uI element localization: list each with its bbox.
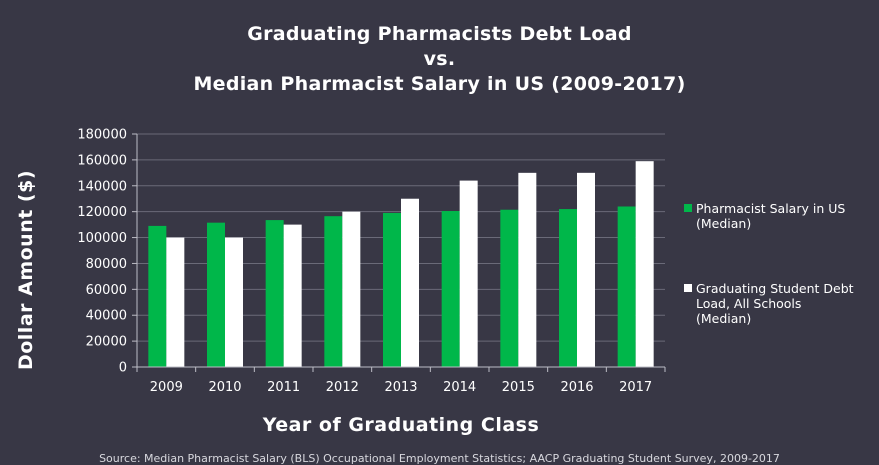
bar-salary [148, 225, 167, 367]
y-tick-label: 160000 [77, 153, 127, 168]
bar-debt [518, 172, 537, 367]
x-tick-label: 2014 [443, 380, 476, 395]
legend-label-debt-line-1: Graduating Student Debt [696, 281, 854, 296]
bar-salary [207, 222, 225, 367]
legend-swatch-salary [684, 204, 692, 212]
title-line-3: Median Pharmacist Salary in US (2009-201… [193, 73, 686, 95]
source-note: Source: Median Pharmacist Salary (BLS) O… [99, 452, 780, 465]
bar-debt [283, 224, 302, 367]
bar-debt [401, 198, 419, 367]
x-tick-label: 2012 [326, 380, 359, 395]
legend-swatch-debt [684, 284, 692, 292]
bar-debt [225, 237, 243, 367]
bar-salary [500, 209, 519, 367]
legend-label-salary: Pharmacist Salary in US (Median) [696, 201, 874, 231]
x-tick-label: 2016 [560, 380, 593, 395]
x-tick-label: 2013 [384, 380, 417, 395]
legend-label-debt-line-3: (Median) [696, 311, 752, 326]
y-tick-label: 120000 [77, 205, 127, 220]
legend-label-debt: Graduating Student Debt Load, All School… [696, 281, 874, 326]
y-tick-label: 20000 [86, 335, 127, 350]
bar-salary [383, 212, 401, 367]
x-tick-label: 2015 [502, 380, 535, 395]
chart-title: Graduating Pharmacists Debt Load vs. Med… [0, 22, 879, 97]
y-tick-label: 100000 [77, 231, 127, 246]
title-line-1: Graduating Pharmacists Debt Load [247, 23, 632, 45]
bar-debt [166, 237, 185, 367]
bar-salary [324, 216, 343, 367]
bar-salary [617, 206, 636, 367]
legend-label-salary-line-1: Pharmacist Salary in US [696, 201, 846, 216]
bar-salary [265, 220, 284, 367]
x-tick-label: 2010 [208, 380, 241, 395]
x-tick-label: 2009 [150, 380, 183, 395]
bar-debt [635, 161, 654, 367]
y-axis-label: Dollar Amount ($) [15, 169, 37, 371]
bar-debt [342, 211, 361, 367]
y-tick-label: 40000 [86, 309, 127, 324]
legend-label-debt-line-2: Load, All Schools [696, 296, 802, 311]
y-tick-label: 0 [119, 361, 127, 376]
bar-salary [441, 211, 460, 367]
legend-label-salary-line-2: (Median) [696, 216, 752, 231]
x-axis-label: Year of Graduating Class [262, 414, 540, 436]
x-tick-label: 2011 [267, 380, 300, 395]
bar-salary [559, 209, 577, 367]
y-tick-label: 60000 [86, 283, 127, 298]
y-tick-label: 80000 [86, 257, 127, 272]
bar-debt [577, 172, 595, 367]
y-tick-label: 180000 [77, 128, 127, 143]
title-line-2: vs. [423, 48, 456, 70]
bar-debt [459, 180, 478, 367]
y-tick-label: 140000 [77, 179, 127, 194]
x-tick-label: 2017 [619, 380, 652, 395]
